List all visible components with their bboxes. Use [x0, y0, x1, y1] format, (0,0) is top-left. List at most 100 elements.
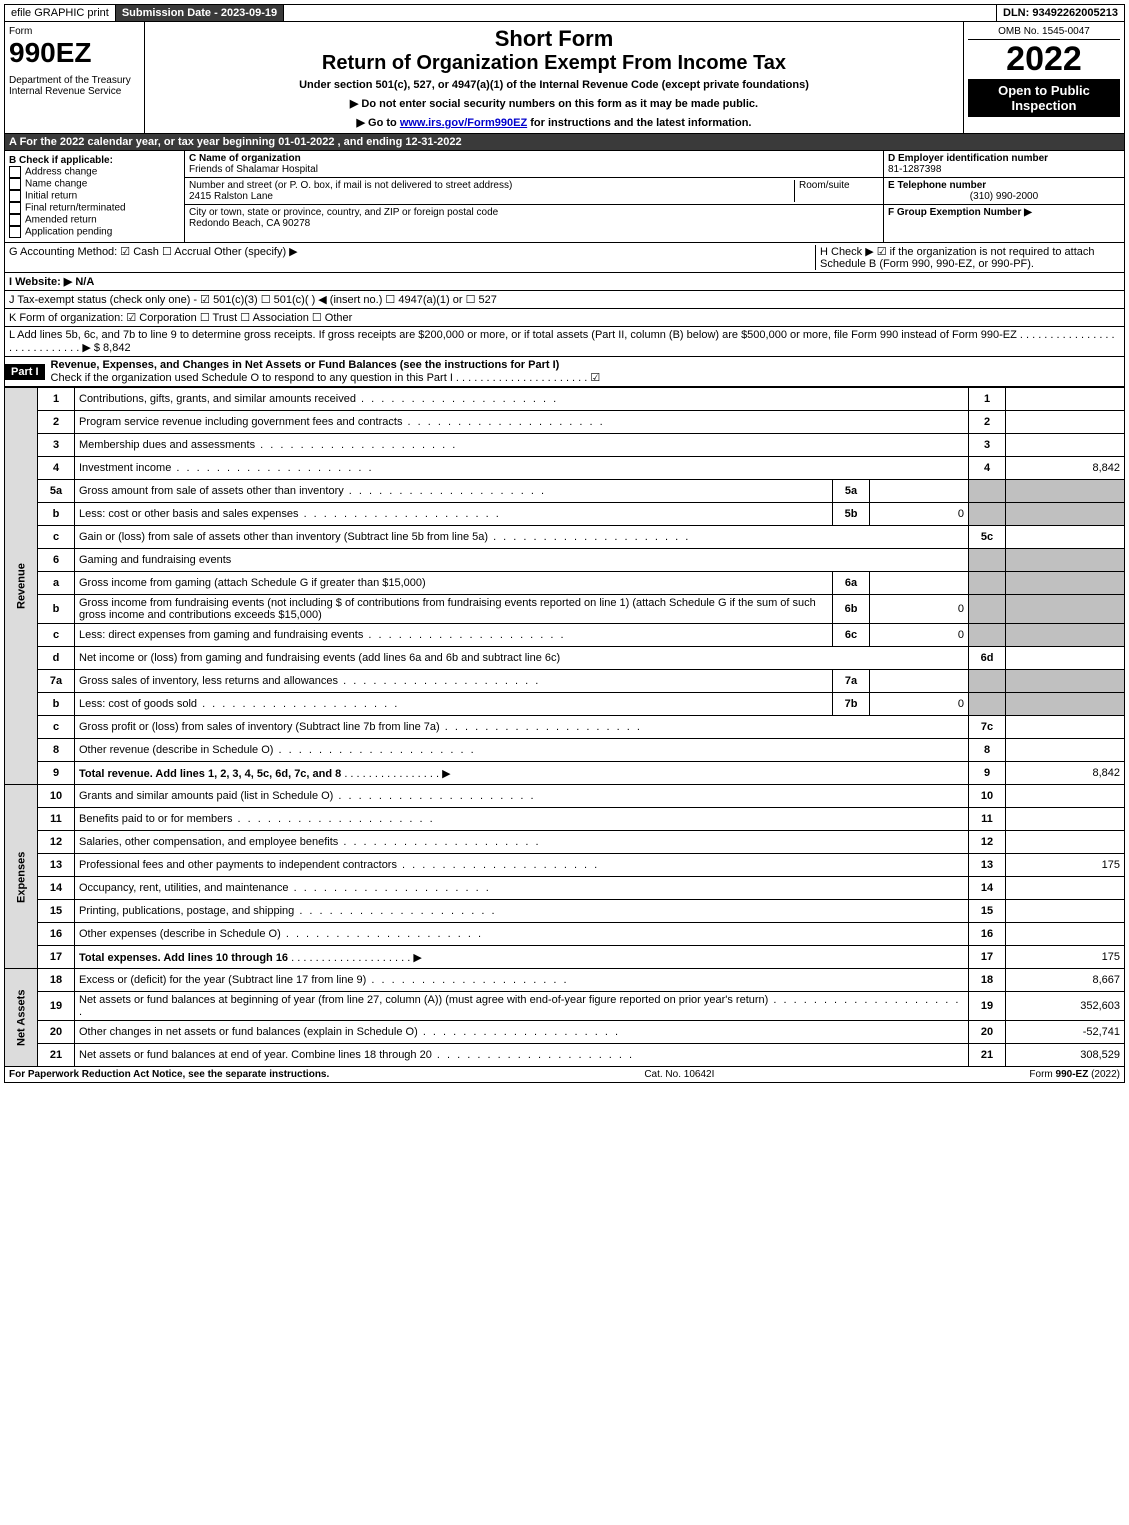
row-a-tax-year: A For the 2022 calendar year, or tax yea…: [4, 134, 1125, 151]
tax-year: 2022: [968, 40, 1120, 79]
col-de: D Employer identification number 81-1287…: [884, 151, 1124, 242]
line-1: Revenue 1 Contributions, gifts, grants, …: [5, 388, 1125, 411]
line-9: 9Total revenue. Add lines 1, 2, 3, 4, 5c…: [5, 762, 1125, 785]
part-i-badge: Part I: [5, 364, 45, 380]
col-c-org-info: C Name of organization Friends of Shalam…: [185, 151, 884, 242]
org-address: 2415 Ralston Lane: [189, 191, 273, 202]
row-k-org-form: K Form of organization: ☑ Corporation ☐ …: [4, 309, 1125, 327]
c-name-label: C Name of organization: [189, 153, 301, 164]
d-label: D Employer identification number: [888, 153, 1048, 164]
short-form-title: Short Form: [149, 26, 959, 52]
line-19: 19Net assets or fund balances at beginni…: [5, 992, 1125, 1021]
line-13: 13Professional fees and other payments t…: [5, 854, 1125, 877]
opt-address-change: Address change: [25, 167, 97, 178]
line-14: 14Occupancy, rent, utilities, and mainte…: [5, 877, 1125, 900]
line-21: 21Net assets or fund balances at end of …: [5, 1044, 1125, 1067]
header-left: Form 990EZ Department of the Treasury In…: [5, 22, 145, 133]
top-bar: efile GRAPHIC print Submission Date - 20…: [4, 4, 1125, 22]
vlabel-revenue: Revenue: [5, 388, 38, 785]
g-accounting: G Accounting Method: ☑ Cash ☐ Accrual Ot…: [9, 245, 815, 270]
lines-table: Revenue 1 Contributions, gifts, grants, …: [4, 387, 1125, 1067]
form-header: Form 990EZ Department of the Treasury In…: [4, 22, 1125, 134]
c-addr-label: Number and street (or P. O. box, if mail…: [189, 180, 512, 191]
line-11: 11Benefits paid to or for members11: [5, 808, 1125, 831]
line-18: Net Assets 18Excess or (deficit) for the…: [5, 969, 1125, 992]
submission-date: Submission Date - 2023-09-19: [116, 5, 284, 21]
d-block: D Employer identification number 81-1287…: [884, 151, 1124, 178]
form-word: Form: [9, 26, 140, 37]
line-6c: cLess: direct expenses from gaming and f…: [5, 624, 1125, 647]
f-block: F Group Exemption Number ▶: [884, 205, 1124, 220]
form-number: 990EZ: [9, 37, 140, 69]
footer-left: For Paperwork Reduction Act Notice, see …: [9, 1069, 329, 1080]
footer-right: Form 990-EZ (2022): [1029, 1069, 1120, 1080]
vlabel-net-assets: Net Assets: [5, 969, 38, 1067]
cb-address-change[interactable]: [9, 166, 21, 178]
f-label: F Group Exemption Number ▶: [888, 207, 1032, 218]
c-city-label: City or town, state or province, country…: [189, 207, 498, 218]
c-addr-block: Number and street (or P. O. box, if mail…: [185, 178, 883, 205]
c-name-block: C Name of organization Friends of Shalam…: [185, 151, 883, 178]
line-15: 15Printing, publications, postage, and s…: [5, 900, 1125, 923]
line-7b: bLess: cost of goods sold7b0: [5, 693, 1125, 716]
section-bcdef: B Check if applicable: Address change Na…: [4, 151, 1125, 243]
omb-number: OMB No. 1545-0047: [968, 26, 1120, 40]
part-i-check: Check if the organization used Schedule …: [51, 372, 601, 384]
line-16: 16Other expenses (describe in Schedule O…: [5, 923, 1125, 946]
cb-initial-return[interactable]: [9, 190, 21, 202]
cb-name-change[interactable]: [9, 178, 21, 190]
row-i-website: I Website: ▶ N/A: [4, 273, 1125, 291]
efile-label: efile GRAPHIC print: [5, 5, 116, 21]
line-4: 4Investment income48,842: [5, 457, 1125, 480]
row-j-status: J Tax-exempt status (check only one) - ☑…: [4, 291, 1125, 309]
line-6d: dNet income or (loss) from gaming and fu…: [5, 647, 1125, 670]
cb-amended-return[interactable]: [9, 214, 21, 226]
b-label: B Check if applicable:: [9, 155, 113, 166]
row-l-gross-receipts: L Add lines 5b, 6c, and 7b to line 9 to …: [4, 327, 1125, 357]
subtitle: Under section 501(c), 527, or 4947(a)(1)…: [149, 79, 959, 91]
line-6b: bGross income from fundraising events (n…: [5, 595, 1125, 624]
spacer: [284, 5, 997, 21]
c-city-block: City or town, state or province, country…: [185, 205, 883, 231]
row-gh: G Accounting Method: ☑ Cash ☐ Accrual Ot…: [4, 243, 1125, 273]
opt-amended-return: Amended return: [25, 215, 97, 226]
col-b-checkboxes: B Check if applicable: Address change Na…: [5, 151, 185, 242]
org-name: Friends of Shalamar Hospital: [189, 164, 318, 175]
e-block: E Telephone number (310) 990-2000: [884, 178, 1124, 205]
e-label: E Telephone number: [888, 180, 986, 191]
vlabel-expenses: Expenses: [5, 785, 38, 969]
line-12: 12Salaries, other compensation, and empl…: [5, 831, 1125, 854]
opt-application-pending: Application pending: [25, 227, 112, 238]
opt-name-change: Name change: [25, 179, 87, 190]
irs-link[interactable]: www.irs.gov/Form990EZ: [400, 117, 527, 129]
inspection-badge: Open to Public Inspection: [968, 79, 1120, 117]
org-city: Redondo Beach, CA 90278: [189, 218, 310, 229]
line-2: 2Program service revenue including gover…: [5, 411, 1125, 434]
phone-value: (310) 990-2000: [888, 191, 1120, 202]
line-17: 17Total expenses. Add lines 10 through 1…: [5, 946, 1125, 969]
cb-application-pending[interactable]: [9, 226, 21, 238]
opt-final-return: Final return/terminated: [25, 203, 126, 214]
line-6: 6Gaming and fundraising events: [5, 549, 1125, 572]
line-6a: aGross income from gaming (attach Schedu…: [5, 572, 1125, 595]
main-title: Return of Organization Exempt From Incom…: [149, 52, 959, 75]
dept-label: Department of the Treasury Internal Reve…: [9, 75, 140, 97]
part-i-title: Revenue, Expenses, and Changes in Net As…: [51, 359, 560, 371]
line-8: 8Other revenue (describe in Schedule O)8: [5, 739, 1125, 762]
note-1: ▶ Do not enter social security numbers o…: [149, 97, 959, 110]
header-mid: Short Form Return of Organization Exempt…: [145, 22, 964, 133]
line-7c: cGross profit or (loss) from sales of in…: [5, 716, 1125, 739]
dln: DLN: 93492262005213: [997, 5, 1124, 21]
page-footer: For Paperwork Reduction Act Notice, see …: [4, 1067, 1125, 1083]
h-schedule-b: H Check ▶ ☑ if the organization is not r…: [815, 245, 1120, 270]
note-2: ▶ Go to www.irs.gov/Form990EZ for instru…: [149, 116, 959, 129]
line-3: 3Membership dues and assessments3: [5, 434, 1125, 457]
line-7a: 7aGross sales of inventory, less returns…: [5, 670, 1125, 693]
room-suite: Room/suite: [794, 180, 879, 202]
cb-final-return[interactable]: [9, 202, 21, 214]
part-i-title-block: Revenue, Expenses, and Changes in Net As…: [45, 357, 607, 386]
part-i-header: Part I Revenue, Expenses, and Changes in…: [4, 357, 1125, 387]
line-5c: cGain or (loss) from sale of assets othe…: [5, 526, 1125, 549]
header-right: OMB No. 1545-0047 2022 Open to Public In…: [964, 22, 1124, 133]
line-10: Expenses 10Grants and similar amounts pa…: [5, 785, 1125, 808]
